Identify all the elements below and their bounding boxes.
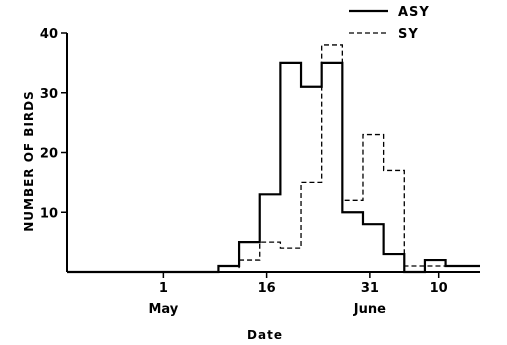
month-label: May [148,302,178,317]
y-axis-title: NUMBER OF BIRDS [22,90,36,232]
legend-label-sy: SY [398,27,419,42]
x-axis-title: Date [247,328,283,342]
x-tick-label: 31 [361,281,379,296]
series-sy-line [67,45,480,272]
x-tick-label: 16 [258,281,276,296]
y-tick-label: 30 [40,87,58,102]
y-tick-label: 20 [40,147,58,162]
legend: ASY SY [349,5,430,42]
legend-label-asy: ASY [398,5,430,20]
axis-ticks: 10 20 30 40 1 16 31 10 May June [40,27,448,317]
axes [67,33,480,272]
series-asy-line [67,63,480,272]
x-tick-label: 1 [159,281,168,296]
x-tick-label: 10 [430,281,448,296]
y-tick-label: 10 [40,206,58,221]
month-label: June [353,302,386,317]
y-tick-label: 40 [40,27,58,42]
series-layer [67,45,480,272]
